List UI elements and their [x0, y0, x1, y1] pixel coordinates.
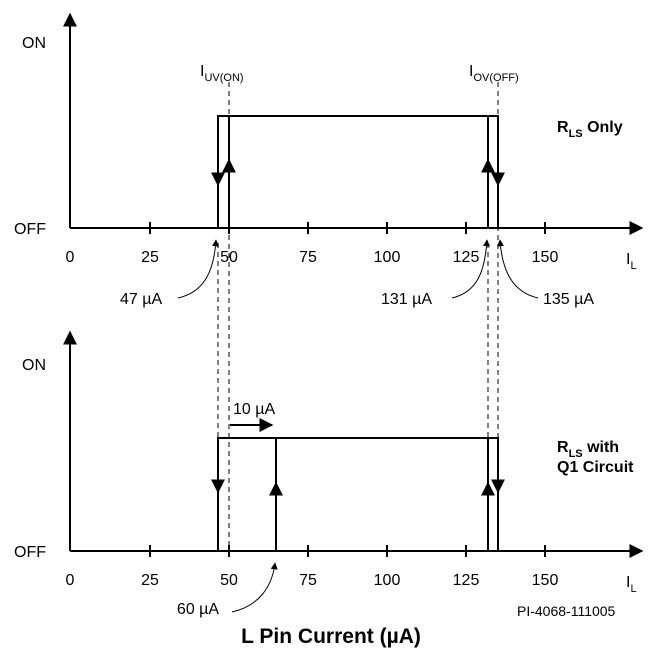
top-tick-label-100: 100 [374, 249, 401, 266]
top-legend: RLS Only [557, 119, 623, 140]
bottom-tick-label-75: 75 [299, 572, 317, 589]
bottom-tick-label-25: 25 [141, 572, 159, 589]
top-y-on-label: ON [22, 35, 46, 52]
top-panel: ON OFF 0 25 50 75 100 125 150 IL IUV(ON)… [14, 12, 644, 308]
top-tick-label-25: 25 [141, 249, 159, 266]
top-tick-label-0: 0 [66, 249, 75, 266]
bottom-tick-label-50: 50 [220, 572, 238, 589]
top-x-axis-label: IL [626, 251, 637, 272]
bottom-tick-label-100: 100 [374, 572, 401, 589]
bottom-tick-label-125: 125 [453, 572, 480, 589]
top-marker-ov: IOV(OFF) [469, 63, 519, 84]
bottom-shift-label: 10 µA [233, 401, 275, 418]
reference-code: PI-4068-111005 [517, 603, 616, 619]
dashed-guides [217, 82, 499, 555]
top-tick-label-75: 75 [299, 249, 317, 266]
figure-title: L Pin Current (µA) [241, 625, 421, 648]
bottom-callout-60: 60 µA [177, 601, 219, 618]
bottom-callout-60-leader [231, 562, 278, 613]
bottom-panel: ON OFF 0 25 50 75 100 125 150 IL 10 µA R… [14, 330, 644, 618]
bottom-legend-line-2: Q1 Circuit [557, 459, 634, 476]
bottom-x-axis-label: IL [626, 574, 637, 595]
bottom-legend-line-1: RLS with [557, 439, 619, 460]
top-callout-47: 47 µA [120, 291, 162, 308]
top-callout-131: 131 µA [381, 291, 432, 308]
bottom-tick-label-0: 0 [66, 572, 75, 589]
bottom-y-off-label: OFF [14, 544, 46, 561]
top-tick-label-125: 125 [453, 249, 480, 266]
bottom-tick-label-150: 150 [532, 572, 559, 589]
top-callout-47-leader [177, 239, 220, 299]
bottom-hysteresis-trace [217, 437, 499, 551]
top-callout-135-leader [496, 239, 539, 299]
top-y-off-label: OFF [14, 221, 46, 238]
top-tick-label-150: 150 [532, 249, 559, 266]
top-marker-uv: IUV(ON) [200, 63, 244, 84]
top-hysteresis-trace [217, 115, 499, 228]
top-callout-135: 135 µA [543, 291, 594, 308]
top-callout-131-leader [451, 239, 491, 299]
bottom-y-on-label: ON [22, 357, 46, 374]
